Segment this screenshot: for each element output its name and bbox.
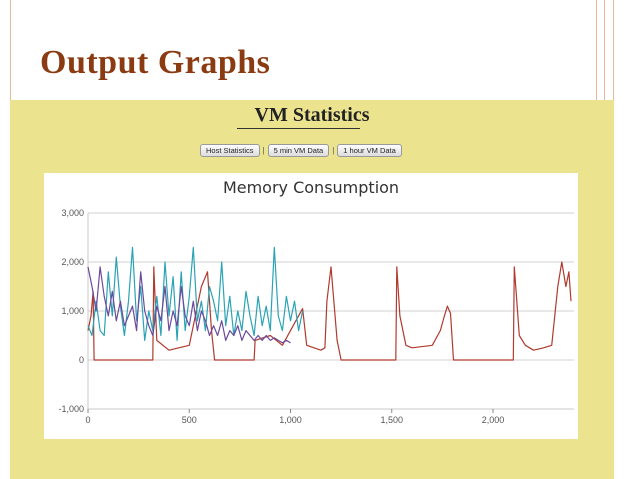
corner-decoration-right: [604, 0, 605, 100]
button-separator: |: [262, 146, 265, 155]
memory-consumption-chart: Memory Consumption -1,000 0 1,000 2,000 3,00…: [44, 173, 578, 439]
heading-underline: [237, 128, 360, 129]
y-tick-label: 1,000: [61, 306, 84, 316]
one-hour-vm-data-button[interactable]: 1 hour VM Data: [337, 144, 402, 157]
series-line-1: [87, 246, 304, 341]
x-tick-label: 2,000: [482, 415, 505, 425]
five-min-vm-data-button[interactable]: 5 min VM Data: [267, 144, 330, 157]
button-separator: |: [332, 146, 335, 155]
series-line-0: [87, 261, 572, 361]
y-tick-label: 2,000: [61, 257, 84, 267]
y-tick-label: 3,000: [61, 208, 84, 218]
x-tick-label: 500: [182, 415, 197, 425]
corner-decoration-left: [596, 0, 597, 100]
slide-title: Output Graphs: [40, 44, 271, 81]
series-line-2: [87, 266, 291, 344]
x-tick-label: 1,500: [380, 415, 403, 425]
chart-title: Memory Consumption: [222, 178, 400, 197]
vm-statistics-heading: VM Statistics: [254, 104, 370, 126]
host-statistics-button[interactable]: Host Statistics: [200, 144, 260, 157]
y-tick-label: 0: [79, 355, 84, 365]
x-tick-label: 1,000: [279, 415, 302, 425]
y-tick-label: -1,000: [58, 404, 84, 414]
view-button-row: Host Statistics | 5 min VM Data | 1 hour…: [200, 144, 402, 157]
x-tick-label: 0: [85, 415, 90, 425]
